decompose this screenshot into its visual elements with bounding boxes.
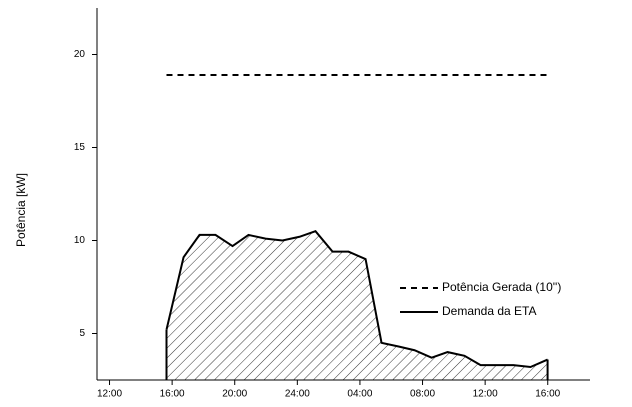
x-tick-label: 24:00 xyxy=(285,389,310,400)
legend-label: Potência Gerada (10'') xyxy=(442,280,561,294)
area-fill xyxy=(166,231,548,380)
legend-label: Demanda da ETA xyxy=(442,304,537,318)
x-tick-label: 04:00 xyxy=(347,389,372,400)
x-tick-label: 16:00 xyxy=(160,389,185,400)
y-axis-label: Potência [kW] xyxy=(14,173,28,247)
series-line xyxy=(165,230,548,369)
y-tick-label: 20 xyxy=(74,49,86,60)
x-tick-label: 08:00 xyxy=(410,389,435,400)
x-tick-label: 16:00 xyxy=(535,389,560,400)
x-tick-label: 12:00 xyxy=(97,389,122,400)
y-tick-label: 5 xyxy=(79,328,85,339)
y-tick-label: 15 xyxy=(74,142,86,153)
y-tick-label: 10 xyxy=(74,235,86,246)
x-tick-label: 12:00 xyxy=(473,389,498,400)
x-tick-label: 20:00 xyxy=(222,389,247,400)
